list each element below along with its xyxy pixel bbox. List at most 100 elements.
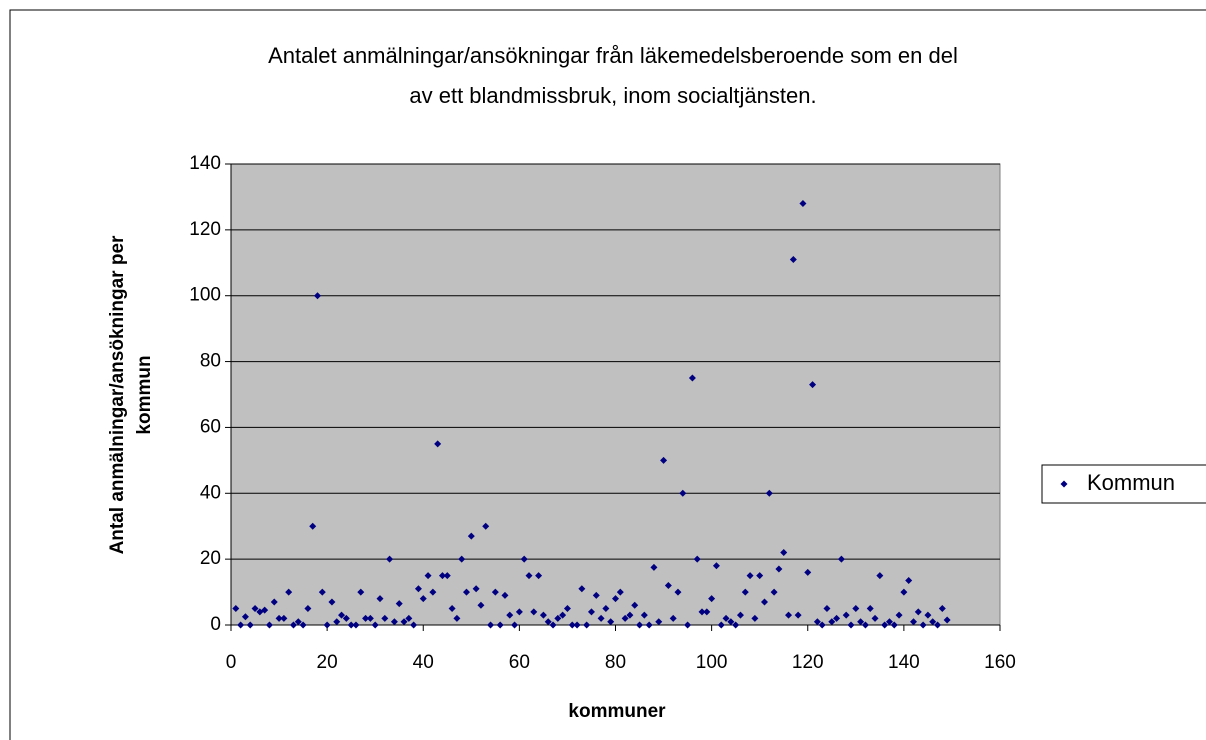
point xyxy=(890,621,898,629)
point xyxy=(318,588,326,596)
x-tick-label: 60 xyxy=(509,652,530,673)
point xyxy=(405,614,413,622)
point xyxy=(770,588,778,596)
point xyxy=(756,572,764,580)
point xyxy=(265,621,273,629)
point xyxy=(554,614,562,622)
y-tick-label: 20 xyxy=(200,548,221,569)
point xyxy=(881,621,889,629)
legend-marker xyxy=(1060,480,1068,488)
point xyxy=(612,595,619,603)
y-tick-label: 80 xyxy=(200,351,221,372)
point xyxy=(804,568,812,576)
point xyxy=(366,614,374,622)
point xyxy=(511,621,519,629)
x-axis-label: kommuner xyxy=(568,701,666,722)
point xyxy=(506,611,514,619)
point xyxy=(876,572,884,580)
point xyxy=(698,608,706,616)
point xyxy=(381,614,389,622)
point xyxy=(794,611,802,619)
point xyxy=(727,618,735,626)
point xyxy=(463,588,471,596)
point xyxy=(693,555,701,563)
point xyxy=(241,613,249,621)
point xyxy=(842,611,850,619)
point xyxy=(905,577,913,585)
point xyxy=(414,585,422,593)
point xyxy=(342,614,350,622)
point xyxy=(578,585,586,593)
point xyxy=(477,601,485,609)
point xyxy=(885,618,893,626)
point xyxy=(448,605,456,613)
point xyxy=(909,618,917,626)
point xyxy=(934,621,942,629)
point xyxy=(438,572,446,580)
point xyxy=(943,616,951,624)
point xyxy=(270,598,278,606)
point xyxy=(818,621,826,629)
point xyxy=(501,591,509,599)
x-tick-label: 140 xyxy=(888,652,920,673)
point xyxy=(371,621,379,629)
point xyxy=(607,618,615,626)
y-tick-label: 140 xyxy=(189,153,221,174)
point xyxy=(621,614,629,622)
point xyxy=(304,605,312,613)
y-axis-label: kommun xyxy=(134,355,155,434)
point xyxy=(395,600,403,608)
point xyxy=(669,614,677,622)
point xyxy=(539,611,547,619)
point xyxy=(386,555,394,563)
point xyxy=(736,611,744,619)
point xyxy=(400,618,408,626)
x-tick-label: 20 xyxy=(317,652,338,673)
point xyxy=(688,374,696,382)
point xyxy=(631,601,639,609)
point xyxy=(520,555,528,563)
point xyxy=(583,621,591,629)
point xyxy=(616,588,624,596)
point xyxy=(294,618,302,626)
point xyxy=(232,605,240,613)
point xyxy=(347,621,355,629)
point xyxy=(410,621,418,629)
point xyxy=(563,605,571,613)
legend-label: Kommun xyxy=(1087,470,1175,495)
point xyxy=(664,581,672,589)
y-tick-label: 40 xyxy=(200,482,221,503)
point xyxy=(357,588,365,596)
chart-title: Antalet anmälningar/ansökningar från läk… xyxy=(268,43,958,68)
point xyxy=(467,532,475,540)
point xyxy=(871,614,879,622)
point xyxy=(275,614,283,622)
point xyxy=(424,572,432,580)
point xyxy=(640,611,648,619)
point xyxy=(496,621,504,629)
point xyxy=(338,611,346,619)
point xyxy=(299,621,307,629)
point xyxy=(458,555,466,563)
x-tick-label: 120 xyxy=(792,652,824,673)
point xyxy=(429,588,437,596)
point xyxy=(708,595,716,603)
point xyxy=(780,549,788,557)
point xyxy=(289,621,297,629)
chart-title: av ett blandmissbruk, inom socialtjänste… xyxy=(409,83,816,108)
point xyxy=(712,562,720,570)
point xyxy=(823,605,831,613)
point xyxy=(246,621,254,629)
point xyxy=(660,456,668,464)
y-tick-label: 60 xyxy=(200,416,221,437)
point xyxy=(328,598,336,606)
point xyxy=(645,621,653,629)
point xyxy=(732,621,740,629)
point xyxy=(679,489,687,497)
point xyxy=(544,618,552,626)
point xyxy=(655,618,663,626)
point xyxy=(362,614,370,622)
x-tick-label: 160 xyxy=(984,652,1016,673)
point xyxy=(626,611,634,619)
point xyxy=(472,585,480,593)
